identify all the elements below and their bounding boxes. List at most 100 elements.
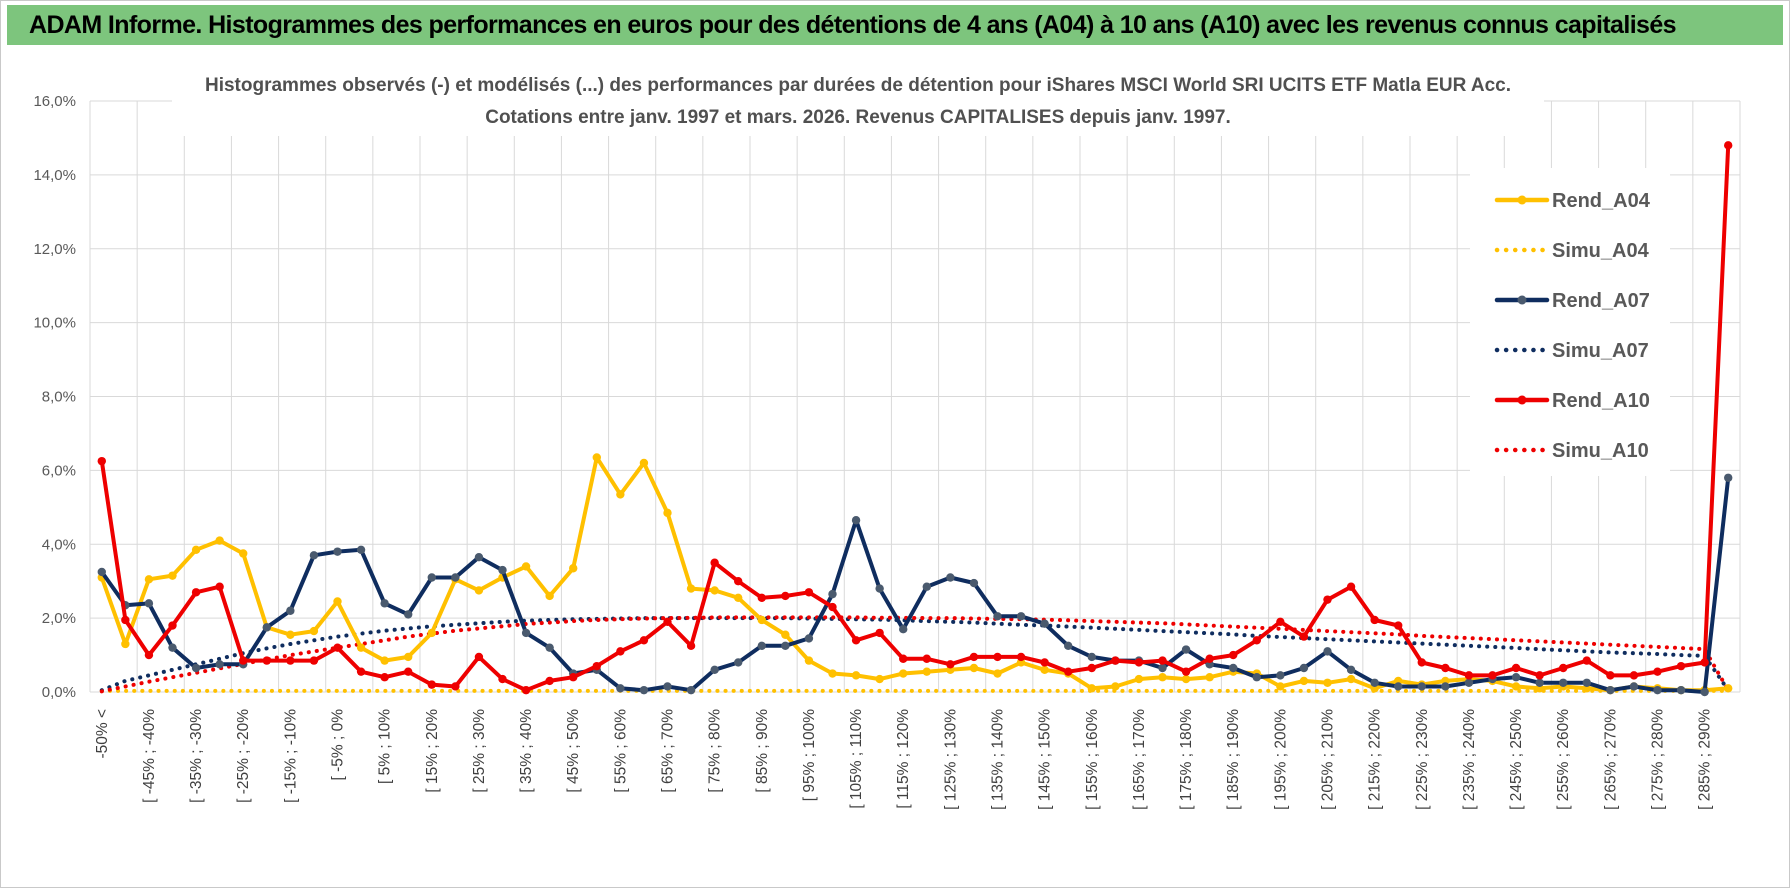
data-point [804,634,814,643]
data-point [1276,671,1285,680]
data-point [1724,473,1733,482]
x-tick-label: [ 15% ; 20% [424,709,441,793]
data-point [1205,654,1214,663]
data-point [828,589,837,599]
data-point [191,588,201,597]
data-point [922,654,931,663]
data-point [1582,656,1591,665]
y-tick-label: 16,0% [33,93,76,110]
data-point [474,586,484,595]
data-point [545,676,554,686]
legend-label: Simu_A10 [1552,440,1649,462]
data-point [781,641,790,651]
data-point [1323,647,1332,656]
data-point [639,685,649,695]
data-point [1676,661,1686,671]
data-point [1299,632,1309,641]
series-line-rend-a10 [99,143,1731,693]
data-point [286,606,295,615]
data-point [333,547,342,556]
data-point [239,656,248,665]
x-tick-label: [ 35% ; 40% [518,709,535,793]
data-point [1181,667,1191,676]
x-tick-label: [ 265% ; 270% [1602,709,1619,810]
data-point [757,615,766,625]
y-tick-label: 6,0% [42,462,76,479]
data-point [1511,682,1521,691]
report-banner: ADAM Informe. Histogrammes des performan… [7,5,1783,45]
data-point [1488,671,1497,680]
data-point [309,656,319,665]
data-point [1606,685,1615,695]
data-point [1535,671,1544,680]
data-point [404,610,413,619]
data-point [215,536,224,545]
data-point [380,599,389,608]
x-axis-ticks: -50% < [ -45% ; -40% [ -35% ; -30% [ -25% ;… [94,709,1714,810]
data-point [451,682,460,691]
data-point [1535,678,1544,687]
x-tick-label: [ 255% ; 260% [1555,709,1572,810]
chart-subtitle: Cotations entre janv. 1997 et mars. 2026… [485,107,1231,128]
data-point [757,641,766,651]
data-point [1158,656,1167,665]
legend-label: Rend_A07 [1552,290,1650,312]
y-axis-ticks: 0,0% 2,0% 4,0% 6,0% 8,0% 10,0% 12,0% 14,0% 16,0% [33,93,76,701]
data-point [686,641,696,651]
data-point [686,685,696,695]
data-point [663,682,672,691]
series-line-rend-a04 [99,455,1731,693]
data-point [993,612,1002,621]
x-tick-label: [ -35% ; -30% [188,709,205,803]
data-point [969,578,979,588]
data-point [191,663,201,673]
x-tick-label: [ 45% ; 50% [565,709,582,793]
x-tick-label: [ 205% ; 210% [1320,709,1337,810]
data-point [639,458,649,468]
data-point [922,582,931,591]
data-point [851,516,861,525]
data-point [1040,658,1049,667]
data-point [1158,663,1167,673]
data-point [1087,652,1096,662]
data-point [121,615,130,625]
data-point [380,656,389,665]
data-point [451,573,460,582]
data-point [286,656,295,665]
data-point [121,639,130,649]
data-point [781,630,790,639]
data-point [710,665,719,675]
data-point [993,669,1002,678]
x-tick-label: [ 65% ; 70% [660,709,677,793]
data-point [333,597,342,606]
x-tick-label: [ 195% ; 200% [1272,709,1289,810]
data-point [1299,663,1309,673]
legend-marker [1517,295,1527,305]
series-line-simu-a10 [99,615,1731,694]
data-point [168,571,177,580]
data-point [1229,663,1238,673]
data-point [875,628,884,638]
data-point [1511,663,1521,673]
data-point [286,630,295,639]
data-point [1064,641,1073,651]
y-tick-label: 0,0% [42,684,76,701]
chart-title: Histogrammes observés (-) et modélisés (… [205,75,1511,96]
data-point [1606,671,1615,680]
data-point [1229,650,1238,660]
data-point [734,576,743,586]
data-point [1629,682,1639,691]
data-point [710,558,719,567]
y-tick-label: 14,0% [33,167,76,184]
data-point [498,674,507,684]
data-point [1441,663,1450,673]
data-point [1724,141,1733,150]
y-tick-label: 2,0% [42,610,76,627]
x-tick-label: [ -15% ; -10% [282,709,299,803]
data-point [1346,582,1356,591]
data-point [734,658,743,667]
data-point [1323,678,1332,687]
data-point [1346,665,1356,675]
data-point [427,680,436,689]
data-point [1040,665,1049,675]
